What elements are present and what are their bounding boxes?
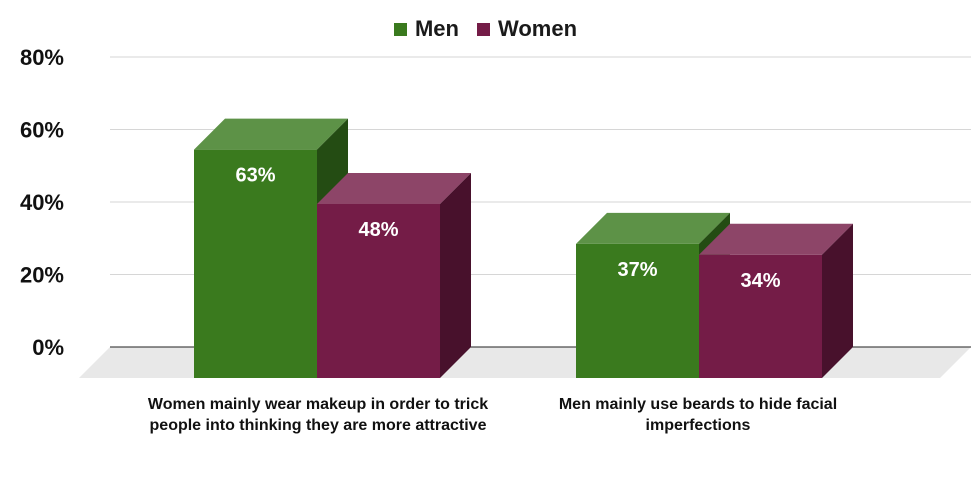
legend-label-men: Men — [414, 16, 459, 41]
y-tick-label: 0% — [32, 335, 64, 360]
bar-front — [576, 243, 699, 378]
bar-top — [194, 118, 348, 150]
data-label: 37% — [617, 259, 657, 281]
legend-item-women[interactable]: Women — [476, 16, 578, 42]
legend-swatch-women — [476, 22, 490, 36]
legend: Men Women — [0, 16, 971, 42]
data-label: 34% — [740, 270, 780, 292]
category-label-makeup: Women mainly wear makeup in order to tri… — [147, 396, 489, 434]
y-tick-label: 60% — [20, 118, 64, 143]
data-label: 48% — [358, 219, 398, 241]
bar-top — [576, 212, 730, 244]
bar-top — [317, 173, 471, 204]
bar-side — [822, 223, 853, 378]
legend-swatch-men — [393, 22, 407, 36]
legend-item-men[interactable]: Men — [393, 16, 459, 42]
data-label: 63% — [235, 165, 275, 187]
bar-top — [699, 223, 853, 255]
bar-front — [317, 204, 440, 378]
y-tick-label: 40% — [20, 190, 64, 215]
bar-front — [699, 254, 822, 378]
bar-front — [194, 149, 317, 378]
bar-side — [440, 173, 471, 378]
y-tick-label: 80% — [20, 45, 64, 70]
legend-label-women: Women — [497, 16, 578, 41]
y-tick-label: 20% — [20, 263, 64, 288]
category-label-beards: Men mainly use beards to hide facial imp… — [558, 396, 838, 434]
